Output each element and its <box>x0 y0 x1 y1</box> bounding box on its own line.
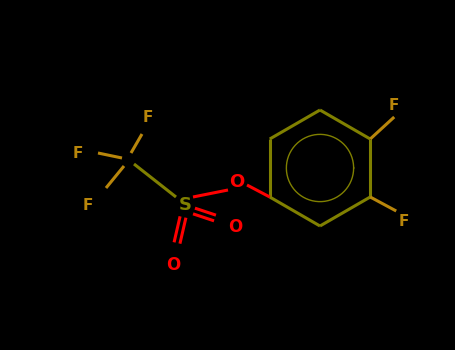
Text: F: F <box>389 98 399 113</box>
Text: F: F <box>399 214 410 229</box>
Text: O: O <box>229 173 245 191</box>
Text: O: O <box>228 218 242 236</box>
Text: F: F <box>73 146 83 161</box>
Text: F: F <box>83 198 93 214</box>
Text: S: S <box>178 196 192 214</box>
Text: O: O <box>166 256 180 274</box>
Text: F: F <box>143 111 153 126</box>
